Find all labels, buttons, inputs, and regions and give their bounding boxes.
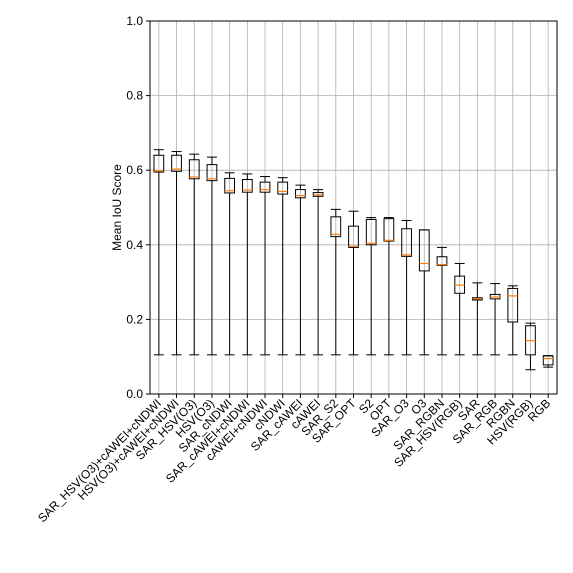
box-iqr [277, 181, 289, 195]
box-iqr [542, 355, 554, 366]
y-tick-label: 0.8 [126, 89, 143, 103]
x-axis: SAR_HSV(O3)+cAWEI+cNDWIHSV(O3)+cAWEI+cND… [35, 394, 553, 525]
box-iqr [171, 154, 182, 172]
box-iqr [401, 228, 412, 257]
y-axis-title: Mean IoU Score [110, 164, 124, 251]
box-SAR [472, 282, 483, 356]
y-tick-label: 0.6 [126, 163, 143, 177]
box-cNDWI [277, 177, 289, 356]
box-cAWEI+cNDWI [259, 176, 271, 356]
y-tick-label: 0.2 [126, 312, 143, 326]
box-RGB [542, 355, 554, 368]
box-S2 [365, 217, 377, 356]
y-tick-label: 0.4 [126, 238, 143, 252]
box-OPT [383, 217, 395, 356]
box-iqr [259, 181, 271, 193]
box-series [153, 149, 554, 371]
box-SAR_HSV(O3) [188, 153, 200, 356]
box-SAR_S2 [330, 208, 342, 356]
x-tick-label: HSV(O3)+cAWEI+cNDWI [75, 396, 182, 503]
box-iqr [348, 225, 359, 248]
box-iqr [436, 256, 448, 266]
box-iqr [206, 164, 218, 182]
box-SAR_HSV(RGB) [454, 262, 466, 356]
box-SAR_OPT [348, 210, 359, 356]
box-iqr [507, 287, 519, 323]
box-iqr [188, 159, 200, 180]
box-iqr [383, 218, 395, 242]
box-iqr [295, 189, 306, 199]
box-cAWEI [312, 189, 324, 356]
box-iqr [224, 177, 235, 194]
box-HSV(O3)+cAWEI+cNDWI [171, 151, 182, 356]
box-HSV(O3) [206, 156, 218, 356]
box-O3 [418, 229, 430, 356]
box-iqr [418, 229, 430, 272]
box-SAR_RGB [489, 283, 501, 356]
box-SAR_cAWEI+cNDWI [241, 173, 253, 356]
box-HSV(RGB) [525, 322, 536, 371]
box-SAR_O3 [401, 220, 412, 356]
box-iqr [241, 179, 253, 193]
y-tick-label: 1.0 [126, 14, 143, 28]
box-iqr [365, 218, 377, 246]
box-SAR_HSV(O3)+cAWEI+cNDWI [153, 149, 165, 356]
box-iqr [153, 154, 165, 173]
box-iqr [330, 216, 342, 238]
y-axis: 0.0 0.2 0.4 0.6 0.8 1.0 [126, 14, 150, 401]
box-SAR_cAWEI [295, 184, 306, 356]
y-tick-label: 0.0 [126, 387, 143, 401]
box-RGBN [507, 285, 519, 356]
box-SAR_RGBN [436, 246, 448, 356]
box-SAR_cNDWI [224, 172, 235, 356]
